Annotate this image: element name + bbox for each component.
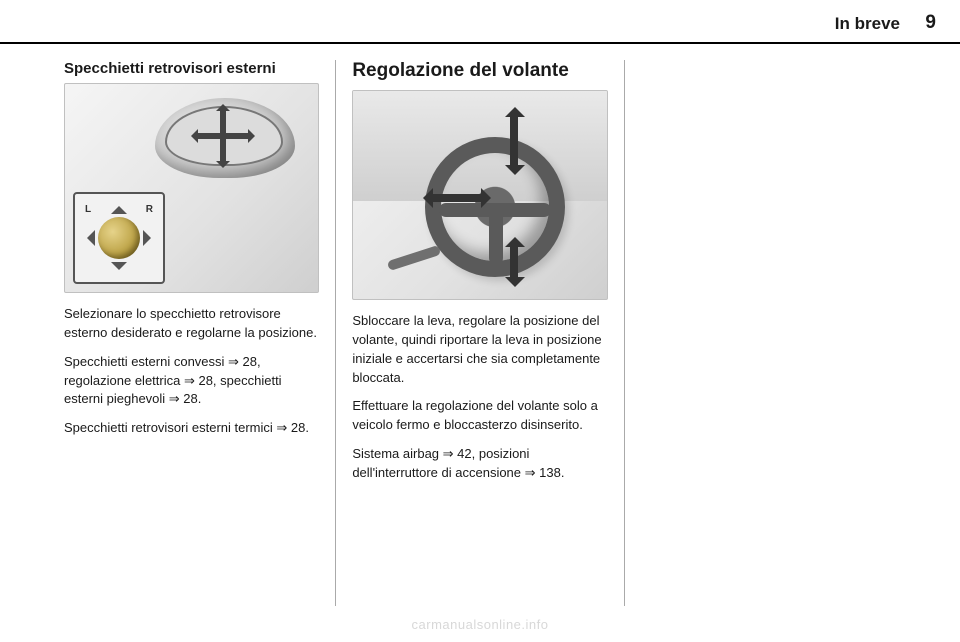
col2-paragraph-2: Effettuare la regolazione del volante so… bbox=[352, 397, 607, 435]
column-2: Regolazione del volante Sbloccare la lev… bbox=[336, 60, 624, 606]
manual-page: In breve 9 Specchietti retrovisori ester… bbox=[0, 0, 960, 642]
mirror-cross-arrows-icon bbox=[188, 101, 258, 171]
joystick-inset: L R bbox=[73, 192, 165, 284]
col2-paragraph-3: Sistema airbag ⇒ 42, posizioni dell'inte… bbox=[352, 445, 607, 483]
joystick-knob-icon bbox=[98, 217, 140, 259]
page-header: In breve 9 bbox=[0, 0, 960, 44]
vertical-adjust-arrow-icon bbox=[505, 97, 523, 185]
col2-paragraph-1: Sbloccare la leva, regolare la posi­zion… bbox=[352, 312, 607, 387]
col1-paragraph-2: Specchietti esterni convessi ⇒ 28, regol… bbox=[64, 353, 319, 410]
watermark-text: carmanualsonline.info bbox=[0, 617, 960, 632]
arrow-right-icon bbox=[143, 230, 159, 246]
vertical-adjust-arrow-lower-icon bbox=[505, 227, 523, 297]
col1-paragraph-3: Specchietti retrovisori esterni termici … bbox=[64, 419, 319, 438]
mirror-adjust-illustration: L R bbox=[64, 83, 319, 293]
column-1: Specchietti retrovisori esterni L R bbox=[48, 60, 336, 606]
col1-heading: Specchietti retrovisori esterni bbox=[64, 60, 319, 77]
inset-label-right: R bbox=[146, 204, 153, 215]
arrow-left-icon bbox=[79, 230, 95, 246]
page-number: 9 bbox=[925, 12, 936, 34]
arrow-up-icon bbox=[111, 198, 127, 214]
col1-paragraph-1: Selezionare lo specchietto retrovi­sore … bbox=[64, 305, 319, 343]
section-title: In breve bbox=[835, 14, 900, 34]
column-3 bbox=[625, 60, 912, 606]
release-lever-shape bbox=[387, 245, 441, 271]
steering-adjust-illustration bbox=[352, 90, 607, 300]
arrow-down-icon bbox=[111, 262, 127, 278]
content-columns: Specchietti retrovisori esterni L R bbox=[48, 60, 912, 606]
inset-label-left: L bbox=[85, 204, 91, 215]
col2-heading: Regolazione del volante bbox=[352, 60, 607, 82]
horizontal-adjust-arrow-icon bbox=[413, 189, 501, 207]
